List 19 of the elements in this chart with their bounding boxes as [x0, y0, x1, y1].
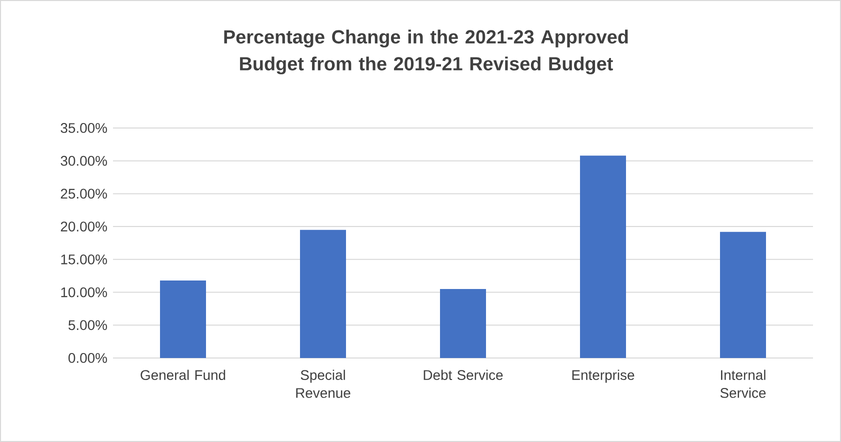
- y-tick-label: 5.00%: [68, 320, 107, 330]
- chart-title: Percentage Change in the 2021-23 Approved Budget from the 2019-21 Revised Budget: [224, 30, 628, 74]
- x-tick-label: General Fund: [140, 370, 226, 380]
- y-tick-label: 20.00%: [60, 222, 107, 232]
- bar: [580, 156, 626, 358]
- y-tick-label: 15.00%: [61, 254, 107, 264]
- x-tick-label: Internal Service: [720, 370, 766, 398]
- bar: [440, 288, 486, 358]
- y-tick-label: 0.00%: [68, 353, 107, 363]
- x-tick-label: Debt Service: [424, 370, 503, 380]
- x-tick-label: Special Revenue: [296, 370, 350, 398]
- bar: [300, 230, 346, 358]
- bar: [720, 232, 766, 358]
- y-tick-label: 35.00%: [60, 123, 107, 133]
- bar: [160, 280, 206, 358]
- y-tick-label: 10.00%: [61, 287, 107, 298]
- x-tick-label: Enterprise: [572, 370, 634, 383]
- y-tick-label: 30.00%: [60, 156, 107, 166]
- y-tick-label: 25.00%: [60, 188, 107, 199]
